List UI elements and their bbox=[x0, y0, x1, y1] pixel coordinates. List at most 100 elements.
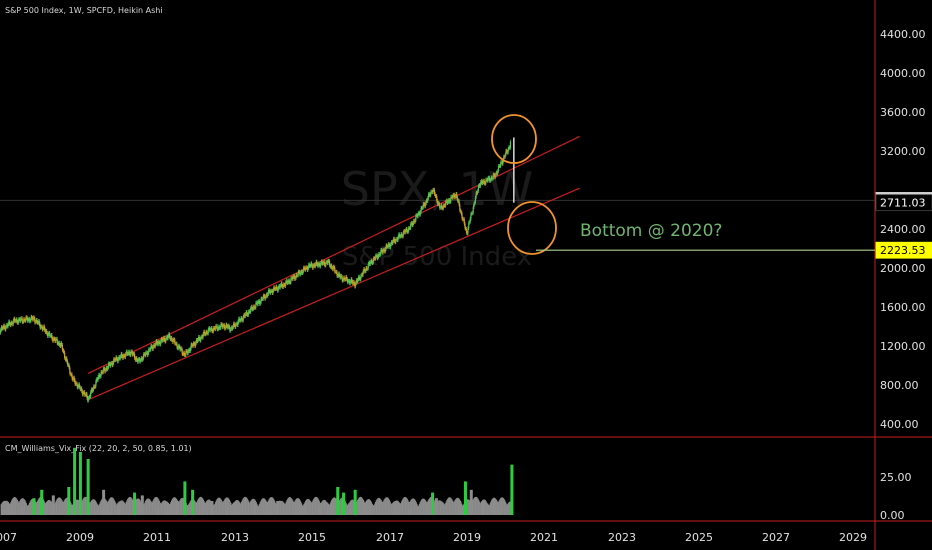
x-tick: 2025 bbox=[685, 531, 713, 544]
candle-body bbox=[52, 338, 54, 341]
candle-body bbox=[455, 193, 457, 197]
candle-body bbox=[32, 317, 34, 320]
candle-body bbox=[77, 386, 79, 388]
candle-body bbox=[358, 276, 360, 279]
candle-body bbox=[448, 199, 450, 202]
candle-body bbox=[0, 327, 2, 331]
candle-body bbox=[407, 228, 410, 232]
x-tick: 2019 bbox=[453, 531, 481, 544]
candle-body bbox=[275, 286, 277, 290]
candle-body bbox=[256, 302, 258, 304]
candle-body bbox=[40, 326, 42, 328]
candle-body bbox=[14, 318, 16, 322]
candle-body bbox=[136, 358, 138, 361]
candle-body bbox=[495, 172, 497, 175]
candle-body bbox=[50, 334, 52, 336]
candle-body bbox=[397, 236, 399, 241]
candle-body bbox=[211, 327, 213, 332]
candle-body bbox=[235, 324, 237, 327]
candle-body bbox=[22, 321, 24, 323]
candle-body bbox=[136, 360, 139, 362]
watermark-name: S&P 500 Index bbox=[342, 242, 532, 272]
candle-body bbox=[440, 205, 442, 208]
candle-body bbox=[357, 279, 359, 282]
candle-body bbox=[200, 336, 203, 338]
candle-body bbox=[451, 196, 453, 198]
candle-body bbox=[273, 287, 275, 291]
candle-body bbox=[69, 367, 71, 374]
candle-body bbox=[408, 228, 410, 230]
candle-body bbox=[459, 204, 461, 211]
candle-body bbox=[319, 264, 321, 267]
candle-body bbox=[180, 348, 183, 350]
candle-body bbox=[95, 381, 97, 387]
candle-body bbox=[453, 194, 456, 198]
candle-body bbox=[345, 276, 347, 280]
candle-body bbox=[274, 289, 276, 291]
y-tick: 4400.00 bbox=[880, 28, 926, 41]
vix-spike-bar bbox=[156, 506, 160, 515]
candle-body bbox=[485, 179, 487, 184]
candle-body bbox=[307, 267, 309, 271]
candle-body bbox=[225, 324, 227, 328]
candle-body bbox=[267, 293, 269, 296]
candle-body bbox=[145, 352, 148, 354]
candle-body bbox=[318, 263, 320, 265]
candle-body bbox=[180, 348, 182, 350]
candle-body bbox=[29, 320, 31, 322]
x-tick: 2015 bbox=[298, 531, 326, 544]
candle-body bbox=[130, 351, 132, 355]
candle-body bbox=[249, 311, 251, 313]
candle-body bbox=[421, 207, 424, 209]
candle-body bbox=[218, 326, 221, 329]
candle-body bbox=[23, 319, 25, 322]
candle-body bbox=[311, 265, 314, 268]
candle-body bbox=[247, 314, 249, 316]
candle-body bbox=[259, 301, 261, 304]
candle-body bbox=[328, 260, 330, 262]
candle-body bbox=[182, 353, 184, 355]
candle-body bbox=[37, 321, 40, 323]
candle-body bbox=[224, 325, 226, 329]
candle-body bbox=[340, 275, 342, 278]
candle-body bbox=[299, 272, 302, 275]
candle-body bbox=[61, 344, 63, 350]
x-tick: 2023 bbox=[608, 531, 636, 544]
price-tag bbox=[875, 241, 932, 259]
candle-body bbox=[42, 328, 44, 330]
candle-body bbox=[18, 319, 20, 321]
candle-body bbox=[91, 389, 93, 391]
candle-body bbox=[392, 241, 394, 244]
candle-body bbox=[220, 324, 222, 328]
candle-body bbox=[33, 317, 35, 319]
chart-title: S&P 500 Index, 1W, SPCFD, Heikin Ashi bbox=[5, 6, 163, 15]
candle-body bbox=[281, 283, 283, 287]
candle-body bbox=[43, 326, 45, 329]
candle-body bbox=[102, 368, 104, 373]
candle-body bbox=[325, 261, 328, 263]
candle-body bbox=[501, 162, 503, 164]
candle-body bbox=[99, 374, 101, 377]
candle-body bbox=[410, 222, 413, 224]
candle-body bbox=[214, 328, 216, 330]
candle-body bbox=[107, 367, 109, 370]
indicator-title: CM_Williams_Vix_Fix (22, 20, 2, 50, 0.85… bbox=[5, 444, 192, 453]
candle-body bbox=[25, 317, 27, 321]
candle-body bbox=[98, 374, 100, 378]
candle-body bbox=[113, 359, 116, 361]
candle-body bbox=[423, 203, 425, 205]
candle-body bbox=[241, 317, 243, 320]
candle-body bbox=[160, 338, 162, 342]
candle-body bbox=[186, 351, 189, 354]
candle-body bbox=[294, 278, 296, 280]
candle-body bbox=[86, 393, 88, 398]
candle-body bbox=[32, 317, 34, 320]
candle-body bbox=[68, 364, 70, 368]
candle-body bbox=[448, 199, 450, 202]
candle-body bbox=[165, 337, 168, 339]
candle-body bbox=[380, 249, 382, 254]
candle-body bbox=[55, 338, 58, 340]
candle-body bbox=[121, 353, 123, 357]
candle-body bbox=[321, 261, 323, 264]
